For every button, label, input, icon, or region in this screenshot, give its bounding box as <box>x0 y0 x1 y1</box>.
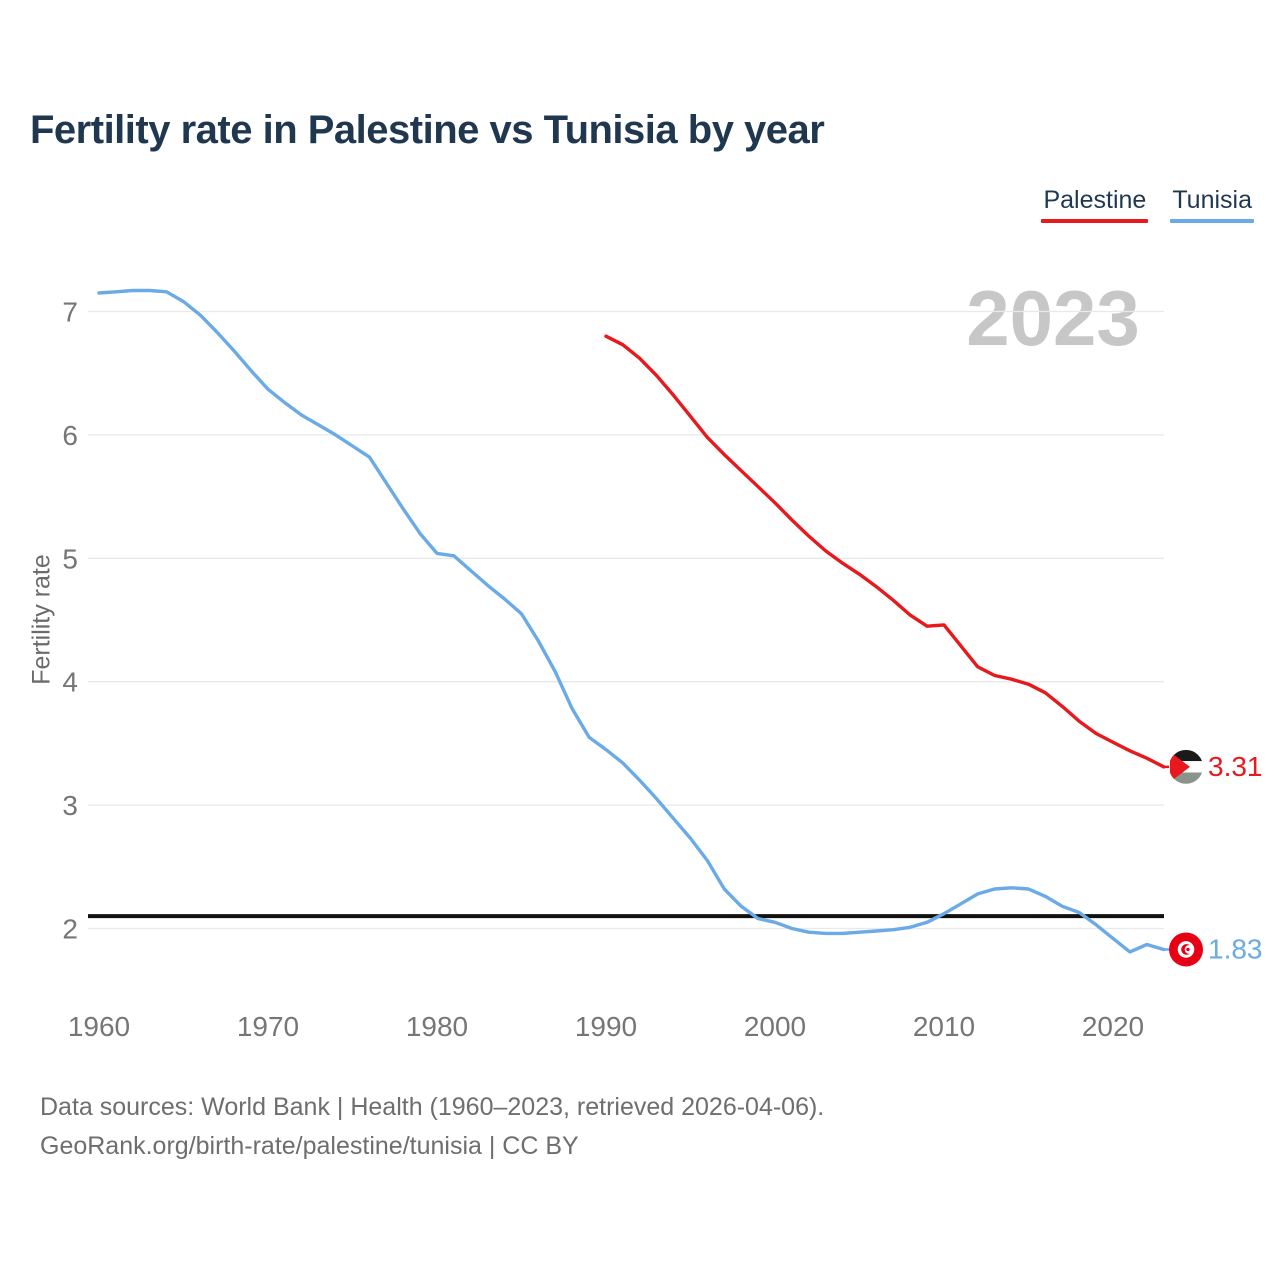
x-tick-label-2010: 2010 <box>913 1011 975 1042</box>
series-line-palestine <box>604 334 1166 769</box>
x-tick-label-1990: 1990 <box>575 1011 637 1042</box>
x-tick-label-1980: 1980 <box>406 1011 468 1042</box>
footer: Data sources: World Bank | Health (1960–… <box>40 1088 824 1166</box>
y-tick-label-7: 7 <box>62 297 78 328</box>
series-line-tunisia <box>97 288 1166 954</box>
palestine-flag-icon <box>1169 749 1203 784</box>
legend-label-tunisia: Tunisia <box>1172 186 1252 214</box>
y-tick-label-3: 3 <box>62 790 78 821</box>
legend-swatch-palestine <box>1041 219 1149 223</box>
y-tick-label-6: 6 <box>62 420 78 451</box>
footer-attribution-line: GeoRank.org/birth-rate/palestine/tunisia… <box>40 1132 579 1160</box>
legend-item-palestine[interactable]: Palestine <box>1041 186 1149 223</box>
page-title: Fertility rate in Palestine vs Tunisia b… <box>30 108 825 152</box>
legend: Palestine Tunisia <box>1041 186 1254 223</box>
x-tick-label-1970: 1970 <box>237 1011 299 1042</box>
footer-sources-line: Data sources: World Bank | Health (1960–… <box>40 1093 825 1121</box>
legend-label-palestine: Palestine <box>1043 186 1147 214</box>
legend-item-tunisia[interactable]: Tunisia <box>1170 186 1254 223</box>
end-value-label-tunisia: 1.83 <box>1208 933 1263 964</box>
tunisia-flag-star <box>1186 947 1190 952</box>
y-axis-title: Fertility rate <box>27 554 56 685</box>
y-tick-label-5: 5 <box>62 543 78 574</box>
x-tick-label-2000: 2000 <box>744 1011 806 1042</box>
x-tick-label-1960: 1960 <box>68 1011 130 1042</box>
x-tick-label-2020: 2020 <box>1082 1011 1144 1042</box>
y-tick-label-2: 2 <box>62 914 78 945</box>
end-value-label-palestine: 3.31 <box>1208 751 1263 782</box>
y-tick-label-4: 4 <box>62 667 78 698</box>
legend-swatch-tunisia <box>1170 219 1254 223</box>
watermark-year: 2023 <box>966 274 1140 362</box>
